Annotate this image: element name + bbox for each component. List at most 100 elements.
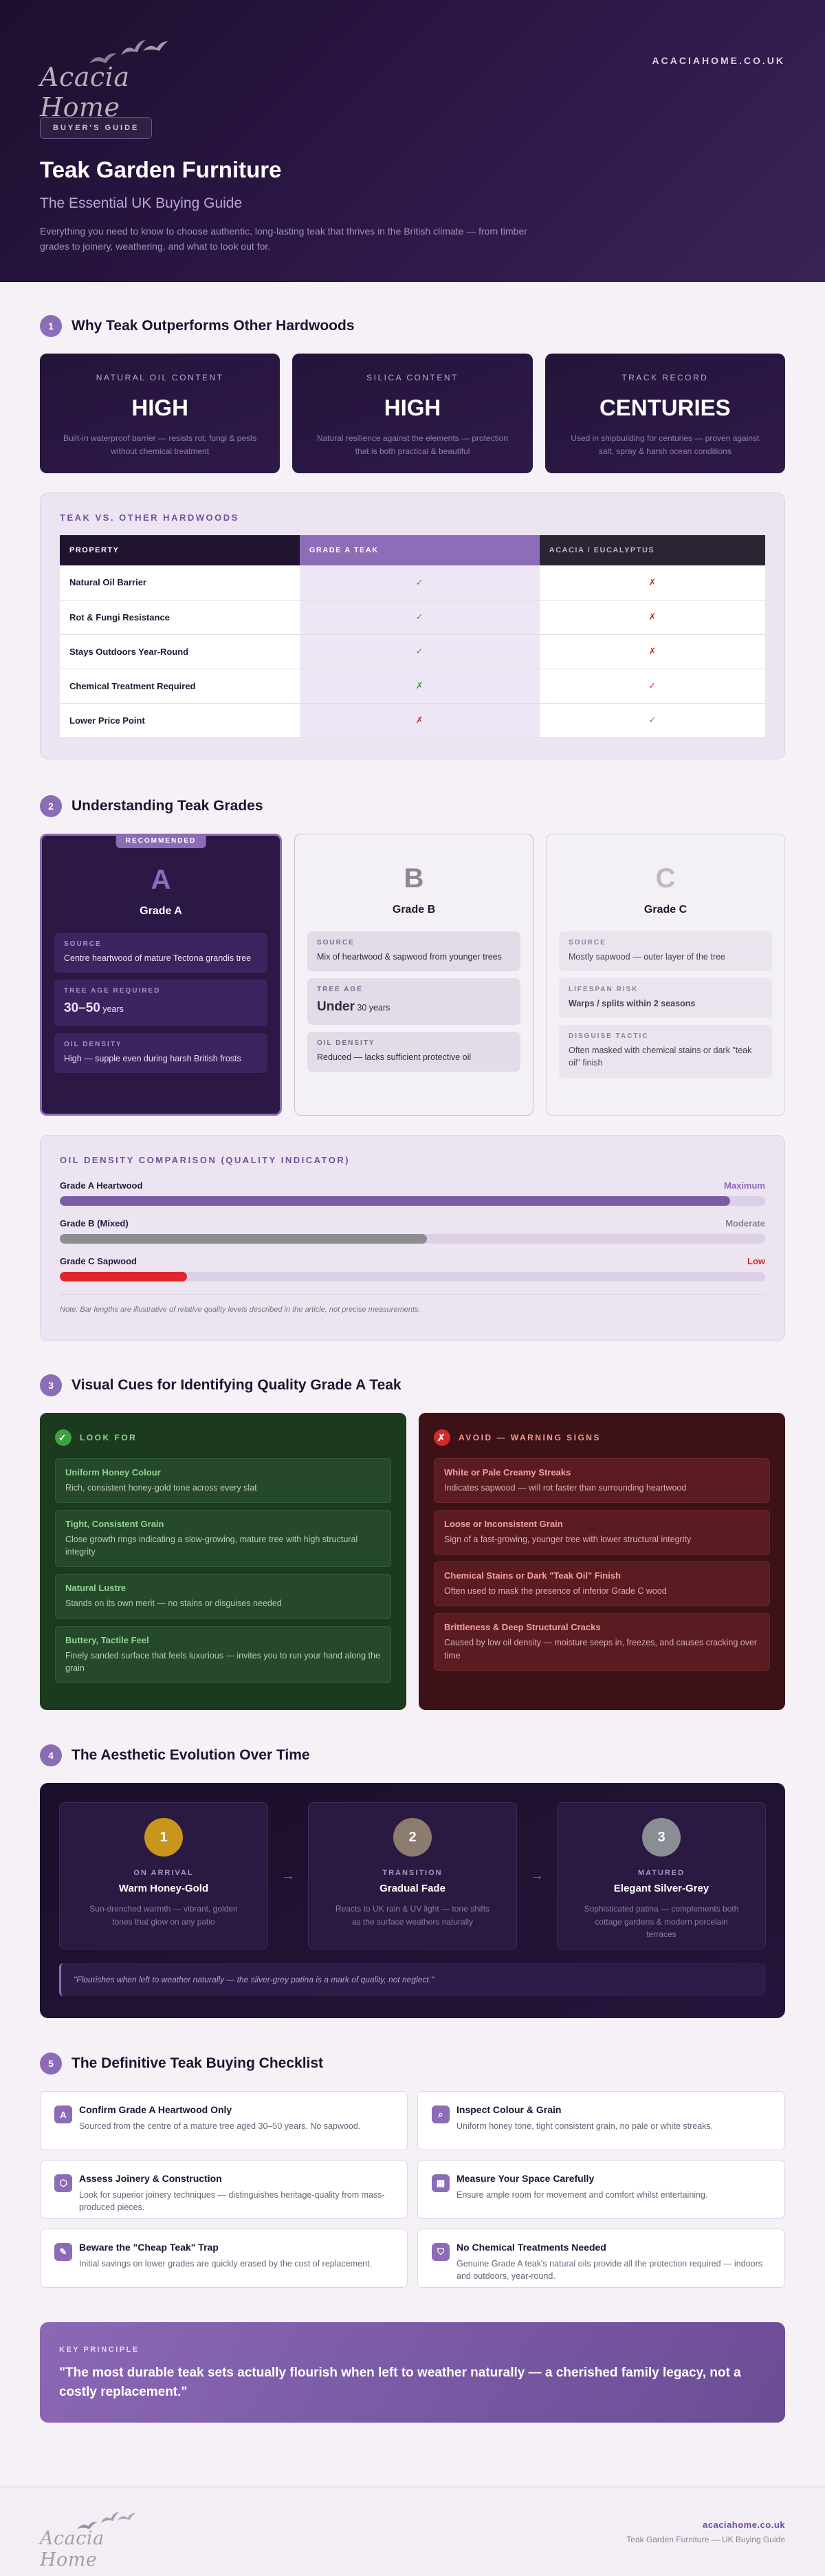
grade-letter: A xyxy=(151,865,171,895)
property-cell: Natural Oil Barrier xyxy=(60,565,300,600)
checklist-description: Look for superior joinery techniques — d… xyxy=(79,2190,385,2213)
density-bar-fill xyxy=(60,1234,427,1244)
footer-tagline: Teak Garden Furniture — UK Buying Guide xyxy=(626,2534,785,2544)
lifespan-risk-value: Warps / splits within 2 seasons xyxy=(569,999,696,1009)
section-number: 1 xyxy=(40,315,62,337)
section-number: 3 xyxy=(40,1374,62,1396)
logo-wordmark: Acacia Home xyxy=(40,2527,104,2570)
shield-icon: ⛉ xyxy=(432,2243,450,2261)
table-row: Rot & Fungi Resistance ✓ ✗ xyxy=(60,600,765,635)
density-title: OIL DENSITY COMPARISON (QUALITY INDICATO… xyxy=(60,1155,351,1165)
fact-value: Reduced — lacks sufficient protective oi… xyxy=(317,1052,472,1062)
avoid-heading: AVOID — WARNING SIGNS xyxy=(459,1433,601,1442)
column-header-acacia-eucalyptus: ACACIA / EUCALYPTUS xyxy=(539,535,765,565)
tree-age-unit: years xyxy=(100,1004,124,1015)
cue-title: Buttery, Tactile Feel xyxy=(65,1634,149,1645)
warning-item: Loose or Inconsistent Grain Sign of a fas… xyxy=(434,1510,770,1555)
density-bar-row: Grade C Sapwood Low xyxy=(60,1256,765,1281)
density-bar-level: Low xyxy=(747,1256,765,1266)
comparison-title: TEAK VS. OTHER HARDWOODS xyxy=(60,512,239,523)
cue-description: Close growth rings indicating a slow-gro… xyxy=(65,1535,358,1557)
grade-a-teak-cell: ✓ xyxy=(299,634,540,669)
checklist-item: ▦ Measure Your Space Carefully Ensure ampl… xyxy=(417,2160,785,2219)
density-bar-name: Grade C Sapwood xyxy=(60,1256,137,1266)
checklist-description: Ensure ample room for movement and comfo… xyxy=(456,2190,708,2200)
cue-title: Chemical Stains or Dark "Teak Oil" Finis… xyxy=(444,1570,621,1581)
evolution-quote: "Flourishes when left to weather natural… xyxy=(59,1963,766,1996)
density-bar-name: Grade A Heartwood xyxy=(60,1180,143,1191)
stat-card-track-record: TRACK RECORD CENTURIES Used in shipbuild… xyxy=(544,354,785,473)
checklist-description: Genuine Grade A teak's natural oils prov… xyxy=(456,2259,763,2282)
stat-card-silica: SILICA CONTENT HIGH Natural resilience a… xyxy=(292,354,533,473)
comparison-table: PROPERTY GRADE A TEAK ACACIA / EUCALYPTU… xyxy=(60,535,765,738)
grade-a-icon: A xyxy=(54,2106,72,2123)
cross-icon: ✗ xyxy=(434,1429,450,1446)
section-checklist: 5 The Definitive Teak Buying Checklist A… xyxy=(0,2053,825,2288)
checklist-title: Assess Joinery & Construction xyxy=(79,2173,222,2184)
density-bar-track xyxy=(60,1196,765,1206)
cue-title: Loose or Inconsistent Grain xyxy=(444,1519,563,1530)
column-header-property: PROPERTY xyxy=(60,535,300,565)
grade-a-teak-cell: ✓ xyxy=(299,565,540,600)
grade-b-card: B Grade B SOURCE Mix of heartwood & sapwo… xyxy=(294,834,534,1116)
stage-description: Sun-drenched warmth — vibrant, golden to… xyxy=(89,1904,238,1927)
look-for-item: Tight, Consistent Grain Close growth ring… xyxy=(55,1510,391,1568)
checklist-item: A Confirm Grade A Heartwood Only Sourced f… xyxy=(40,2091,408,2150)
checklist-title: Confirm Grade A Heartwood Only xyxy=(79,2104,232,2115)
stat-description: Built-in waterproof barrier — resists ro… xyxy=(63,433,257,456)
avoid-panel: ✗ AVOID — WARNING SIGNS White or Pale Cre… xyxy=(419,1413,785,1710)
table-row: Natural Oil Barrier ✓ ✗ xyxy=(60,565,765,600)
footer-url[interactable]: acaciahome.co.uk xyxy=(703,2519,785,2530)
footer-logo[interactable]: Acacia Home xyxy=(40,2507,164,2570)
cue-title: Natural Lustre xyxy=(65,1583,126,1594)
fact-label: TREE AGE REQUIRED xyxy=(64,987,161,995)
joinery-icon: ⬡ xyxy=(54,2174,72,2192)
grade-c-card: C Grade C SOURCE Mostly sapwood — outer l… xyxy=(546,834,785,1116)
density-bar-labels: Grade A Heartwood Maximum xyxy=(60,1180,765,1191)
stage-title: Gradual Fade xyxy=(380,1883,446,1894)
recommended-badge: RECOMMENDED xyxy=(116,834,206,848)
stage-card: 3 MATURED Elegant Silver-Grey Sophisticated… xyxy=(557,1802,766,1949)
fact-value: Mix of heartwood & sapwood from younger … xyxy=(317,952,502,962)
section-title: Visual Cues for Identifying Quality Grad… xyxy=(72,1377,402,1393)
logo-wordmark: Acacia Home xyxy=(40,62,130,122)
section-key-principle: KEY PRINCIPLE "The most durable teak set… xyxy=(0,2322,825,2423)
stage-label: TRANSITION xyxy=(382,1869,443,1877)
cue-description: Sign of a fast-growing, younger tree wit… xyxy=(444,1535,692,1545)
section-visual-cues: 3 Visual Cues for Identifying Quality Gr… xyxy=(0,1374,825,1710)
table-row: Stays Outdoors Year-Round ✓ ✗ xyxy=(60,634,765,669)
grade-letter: B xyxy=(404,863,424,894)
tree-age-value: Under xyxy=(317,999,355,1015)
stat-value: HIGH xyxy=(384,395,441,420)
fact-value: Centre heartwood of mature Tectona grand… xyxy=(64,953,252,963)
stage-number-badge: 1 xyxy=(144,1818,183,1857)
look-for-panel: ✓ LOOK FOR Uniform Honey Colour Rich, cons… xyxy=(40,1413,406,1710)
grade-a-card: RECOMMENDED A Grade A SOURCE Centre heart… xyxy=(40,834,282,1116)
cue-title: Brittleness & Deep Structural Cracks xyxy=(444,1622,601,1633)
density-bar-fill xyxy=(60,1196,730,1206)
section-title: Why Teak Outperforms Other Hardwoods xyxy=(72,318,355,334)
acacia-eucalyptus-cell: ✓ xyxy=(539,703,765,738)
stat-value: CENTURIES xyxy=(599,395,731,420)
cue-description: Rich, consistent honey-gold tone across … xyxy=(65,1483,257,1493)
grade-a-teak-cell: ✗ xyxy=(299,703,540,738)
stat-label: TRACK RECORD xyxy=(622,373,709,382)
cue-description: Finely sanded surface that feels luxurio… xyxy=(65,1650,380,1673)
grade-name: Grade A xyxy=(140,905,182,917)
birds-logo-icon xyxy=(77,2511,136,2529)
brand-logo[interactable]: Acacia Home xyxy=(40,34,205,122)
fact-label: TREE AGE xyxy=(317,986,363,994)
site-url[interactable]: ACACIAHOME.CO.UK xyxy=(652,55,785,66)
acacia-eucalyptus-cell: ✓ xyxy=(539,669,765,704)
checklist-description: Initial savings on lower grades are quic… xyxy=(79,2259,372,2269)
section-why-teak: 1 Why Teak Outperforms Other Hardwoods N… xyxy=(0,315,825,759)
cue-description: Caused by low oil density — moisture see… xyxy=(444,1638,758,1660)
cue-description: Stands on its own merit — no stains or d… xyxy=(65,1599,282,1609)
table-row: Chemical Treatment Required ✗ ✓ xyxy=(60,669,765,704)
stage-card: 2 TRANSITION Gradual Fade Reacts to UK rain… xyxy=(308,1802,517,1949)
density-bar-row: Grade A Heartwood Maximum xyxy=(60,1180,765,1206)
warning-item: White or Pale Creamy Streaks Indicates sa… xyxy=(434,1458,770,1504)
cue-title: Tight, Consistent Grain xyxy=(65,1519,164,1530)
stage-description: Sophisticated patina — complements both … xyxy=(584,1904,739,1940)
